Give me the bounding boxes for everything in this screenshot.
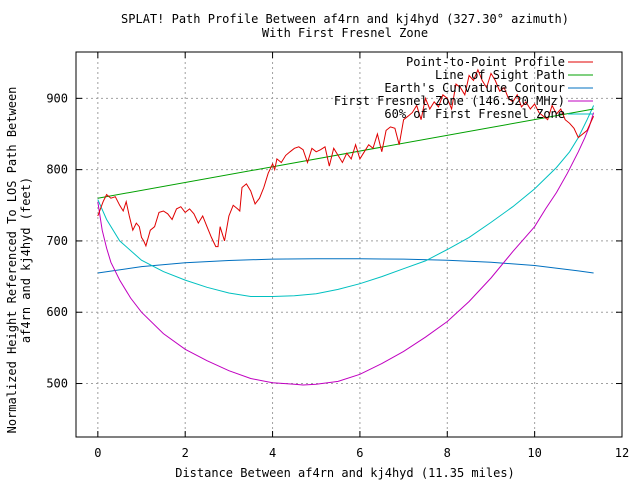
chart-title: SPLAT! Path Profile Between af4rn and kj… bbox=[121, 12, 569, 26]
x-axis-label: Distance Between af4rn and kj4hyd (11.35… bbox=[175, 466, 515, 480]
x-axis-ticks: 0 2 4 6 8 10 12 bbox=[94, 52, 629, 460]
legend-label-los: Line of Sight Path bbox=[435, 68, 565, 82]
series-line-profile bbox=[97, 68, 595, 248]
series-line-los bbox=[97, 108, 594, 199]
x-tick-label: 8 bbox=[444, 446, 451, 460]
y-tick-label: 500 bbox=[46, 377, 68, 391]
legend-label-curvature: Earth's Curvature Contour bbox=[384, 81, 565, 95]
y-tick-label: 600 bbox=[46, 305, 68, 319]
legend-label-profile: Point-to-Point Profile bbox=[406, 55, 565, 69]
y-tick-label: 800 bbox=[46, 163, 68, 177]
y-tick-label: 700 bbox=[46, 234, 68, 248]
y-axis-label-line2: af4rn and kj4hyd (feet) bbox=[19, 177, 33, 343]
x-tick-label: 4 bbox=[269, 446, 276, 460]
x-tick-label: 12 bbox=[615, 446, 629, 460]
y-axis-ticks: 500 600 700 800 900 bbox=[46, 91, 622, 391]
series-layer bbox=[97, 68, 595, 386]
y-tick-label: 900 bbox=[46, 91, 68, 105]
x-tick-label: 2 bbox=[182, 446, 189, 460]
chart-subtitle: With First Fresnel Zone bbox=[262, 26, 428, 40]
x-tick-label: 6 bbox=[356, 446, 363, 460]
legend-label-fresnel: First Fresnel Zone (146.520 MHz) bbox=[334, 94, 565, 108]
y-axis-label-line1: Normalized Height Referenced To LOS Path… bbox=[5, 87, 19, 434]
x-tick-label: 0 bbox=[94, 446, 101, 460]
series-line-curvature bbox=[97, 258, 594, 274]
series-line-fresnel bbox=[97, 112, 595, 386]
x-tick-label: 10 bbox=[527, 446, 541, 460]
legend-label-fresnel60: 60% of First Fresnel Zone bbox=[384, 107, 565, 121]
plot-border bbox=[75, 51, 623, 438]
series-line-fresnel60 bbox=[97, 105, 595, 297]
